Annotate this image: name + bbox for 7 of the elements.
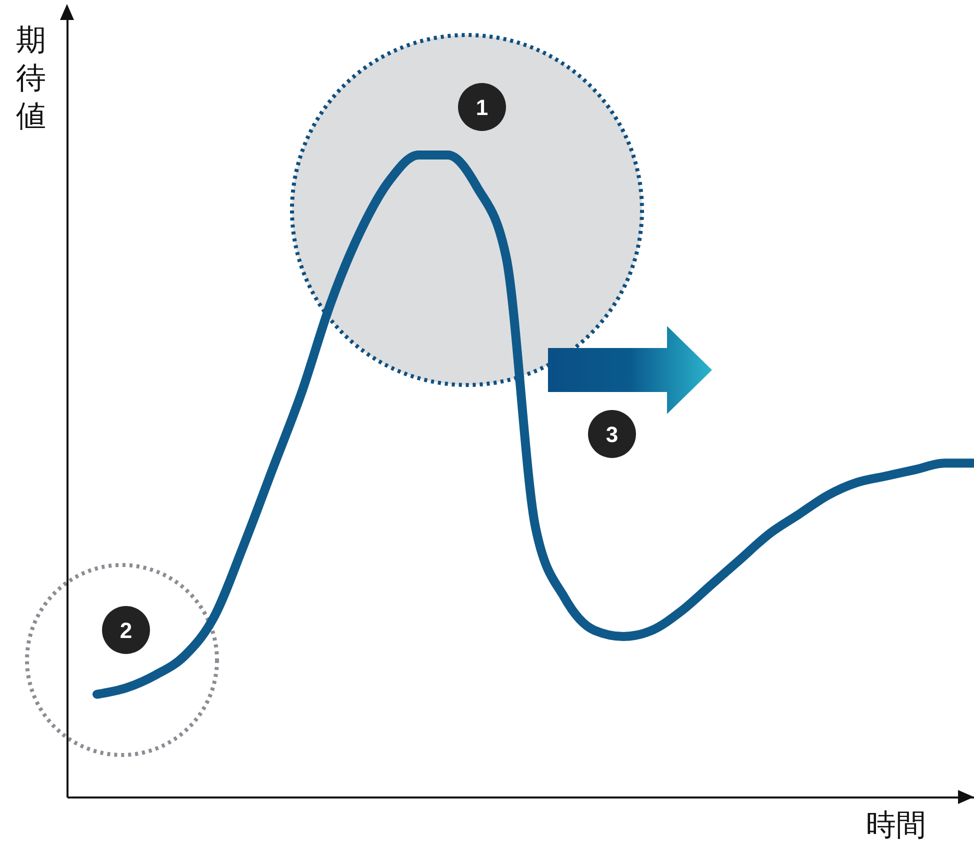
y-axis-title: 期待値 — [15, 22, 47, 136]
number-badge: 1 — [458, 83, 506, 131]
number-badge: 2 — [102, 606, 150, 654]
annotation: 3 — [606, 422, 618, 447]
annotation: 2 — [120, 618, 132, 643]
number-badge: 3 — [588, 410, 636, 458]
x-axis-title: 時間 — [866, 807, 926, 845]
